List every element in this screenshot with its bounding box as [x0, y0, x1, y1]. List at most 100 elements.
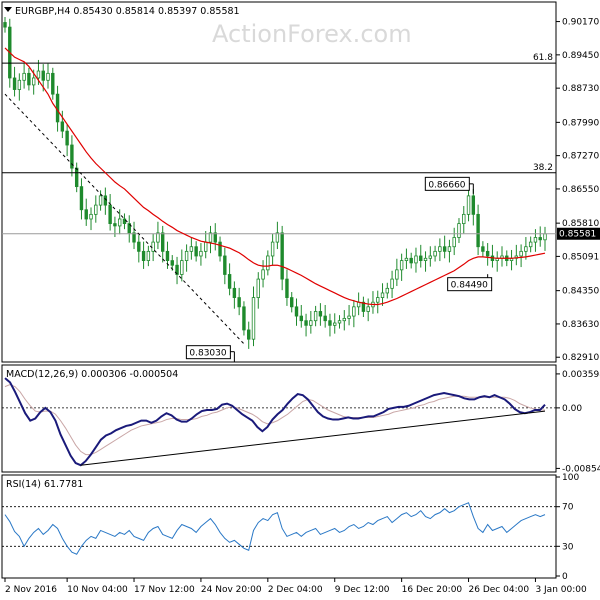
- candle-body: [409, 257, 413, 264]
- price-tick-label: 0.86550: [562, 185, 599, 195]
- candle-body: [452, 237, 456, 248]
- candle-body: [79, 186, 84, 211]
- candle-body: [65, 130, 69, 146]
- candle-body: [17, 79, 22, 90]
- macd-tick-label: 0.00: [562, 404, 582, 414]
- price-tick-label: 0.90170: [562, 18, 599, 28]
- candle-body: [31, 77, 36, 86]
- candle-body: [323, 315, 327, 322]
- candle-body: [328, 320, 332, 326]
- candle-body: [290, 297, 294, 308]
- x-tick-label: 9 Dec 12:00: [335, 585, 390, 595]
- candle-body: [528, 241, 533, 248]
- candle-body: [466, 195, 471, 215]
- annotation-label: 0.86660: [428, 180, 465, 190]
- candle-body: [433, 250, 437, 257]
- price-axis-ticks: 0.90170 0.89450 0.88730 0.87990 0.87270 0.865…: [556, 18, 599, 363]
- rsi-axis-ticks: 100 70 30 0: [556, 473, 579, 582]
- candle-body: [519, 250, 523, 257]
- x-tick-label: 10 Nov 04:00: [67, 585, 128, 595]
- x-tick-label: 24 Nov 20:00: [201, 585, 262, 595]
- candle-body: [165, 250, 170, 261]
- price-tick-label: 0.82910: [562, 353, 599, 363]
- candle-body: [533, 237, 538, 243]
- x-tick-label: 16 Dec 20:00: [402, 585, 463, 595]
- candle-body: [46, 72, 50, 81]
- price-header: EURGBP,H4 0.85430 0.85814 0.85397 0.8558…: [15, 6, 240, 17]
- candle-body: [127, 223, 131, 234]
- candle-body: [237, 297, 241, 308]
- candle-body: [94, 204, 98, 215]
- candle-body: [22, 72, 26, 81]
- candle-body: [242, 306, 246, 331]
- candle-body: [194, 246, 198, 257]
- price-panel-frame: [1, 1, 557, 363]
- rsi-header: RSI(14) 61.7781: [6, 479, 83, 490]
- candle-body: [457, 223, 461, 238]
- candle-body: [380, 292, 385, 298]
- x-tick-label: 3 Jan 00:00: [535, 585, 587, 595]
- rsi-line: [4, 502, 546, 555]
- candle-body: [103, 195, 108, 206]
- candle-body: [270, 241, 275, 257]
- candle-body: [313, 311, 318, 322]
- candle-body: [146, 250, 151, 261]
- candle-body: [204, 241, 208, 252]
- macd-tick-label: 0.003598: [562, 370, 600, 380]
- candle-body: [189, 246, 194, 252]
- candle-body: [89, 213, 93, 220]
- candle-body: [247, 329, 251, 340]
- macd-main-line: [4, 377, 546, 467]
- candle-body: [261, 269, 265, 280]
- candle-body: [60, 121, 65, 132]
- price-overlay: 61.8 38.2 0.85581 0.83030 0.86660 0.84490: [2, 47, 600, 362]
- macd-axis-ticks: 0.003598 0.00 -0.008548: [556, 370, 600, 474]
- x-tick-label: 2 Nov 2016: [5, 585, 57, 595]
- annotation-box: [424, 176, 470, 191]
- candle-body: [538, 237, 542, 241]
- candle-body: [41, 70, 45, 81]
- candle-body: [180, 260, 184, 275]
- candle-body: [184, 250, 189, 261]
- candle-body: [51, 72, 55, 95]
- candle-body: [428, 255, 433, 259]
- candle-body: [524, 246, 528, 252]
- candle-body: [12, 77, 17, 90]
- price-tick-label: 0.83630: [562, 320, 599, 330]
- macd-panel-frame: [1, 364, 557, 473]
- candle-body: [3, 22, 7, 28]
- candle-body: [309, 320, 313, 326]
- candle-body: [414, 255, 418, 264]
- candle-body: [423, 257, 428, 261]
- rsi-tick-label: 30: [562, 542, 574, 552]
- macd-tick-label: -0.008548: [562, 464, 600, 474]
- rsi-panel-frame: [1, 474, 557, 579]
- candle-body: [385, 287, 390, 294]
- price-tick-label: 0.87270: [562, 152, 599, 162]
- rsi-tick-label: 0: [562, 572, 568, 582]
- price-tick-label: 0.89450: [562, 51, 599, 61]
- candle-body: [122, 218, 127, 225]
- annotation-box: [447, 277, 493, 292]
- candle-body: [151, 241, 155, 252]
- candle-body: [285, 278, 289, 298]
- candle-body: [399, 260, 404, 271]
- candle-body: [208, 232, 213, 243]
- price-tick-label: 0.87990: [562, 118, 599, 128]
- candle-body: [376, 297, 380, 303]
- candle-body: [342, 317, 346, 322]
- candle-body: [218, 241, 222, 257]
- candle-body: [113, 223, 117, 227]
- candle-body: [476, 213, 480, 248]
- candle-body: [275, 232, 280, 243]
- candle-body: [84, 209, 88, 220]
- candle-body: [318, 311, 323, 317]
- candle-body: [36, 70, 41, 79]
- watermark: ActionForex.com: [212, 20, 412, 48]
- candle-body: [156, 232, 160, 243]
- annotation-label: 0.84490: [451, 281, 488, 291]
- candle-body: [419, 255, 423, 261]
- candle-body: [352, 306, 356, 317]
